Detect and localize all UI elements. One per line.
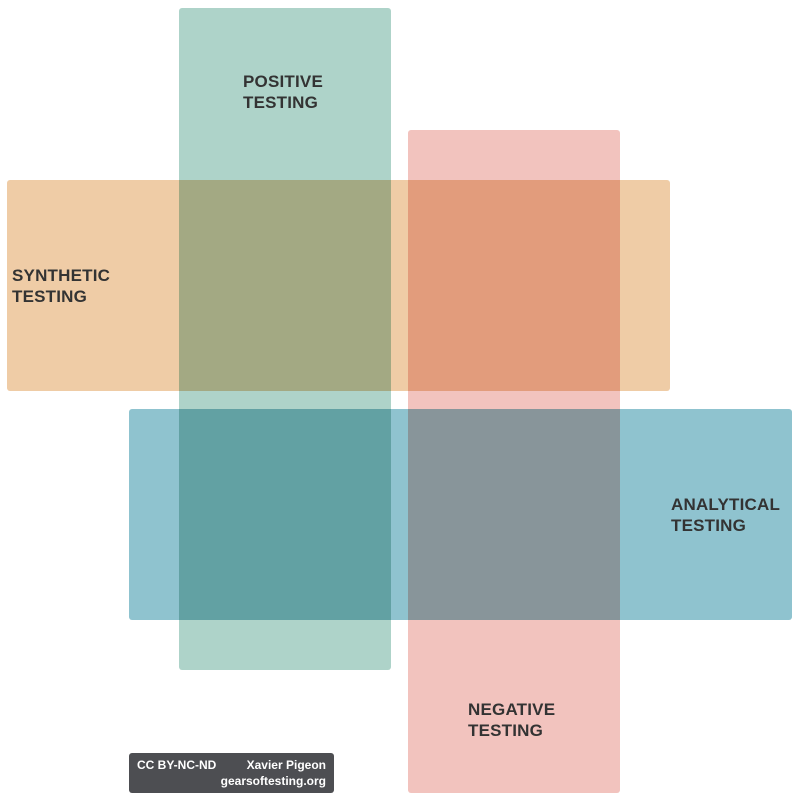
synthetic-testing-label: SYNTHETIC TESTING (12, 265, 110, 307)
credit-badge: CC BY-NC-ND Xavier Pigeon gearsoftesting… (129, 753, 334, 793)
synthetic-testing-label-line2: TESTING (12, 287, 88, 306)
analytical-testing-label: ANALYTICAL TESTING (671, 494, 780, 536)
synthetic-testing-label-line1: SYNTHETIC (12, 266, 111, 285)
negative-testing-label-line2: TESTING (468, 721, 544, 740)
synthetic-testing-band (7, 180, 670, 391)
negative-testing-label: NEGATIVE TESTING (468, 699, 555, 741)
site-link[interactable]: gearsoftesting.org (220, 774, 326, 788)
analytical-testing-label-line2: TESTING (671, 516, 747, 535)
analytical-testing-band (129, 409, 792, 620)
positive-testing-label-line2: TESTING (243, 93, 319, 112)
author-text: Xavier Pigeon (246, 758, 326, 772)
license-text: CC BY-NC-ND (137, 758, 217, 772)
positive-testing-label: POSITIVE TESTING (243, 71, 323, 113)
positive-testing-label-line1: POSITIVE (243, 72, 324, 91)
analytical-testing-label-line1: ANALYTICAL (671, 495, 781, 514)
negative-testing-label-line1: NEGATIVE (468, 700, 556, 719)
